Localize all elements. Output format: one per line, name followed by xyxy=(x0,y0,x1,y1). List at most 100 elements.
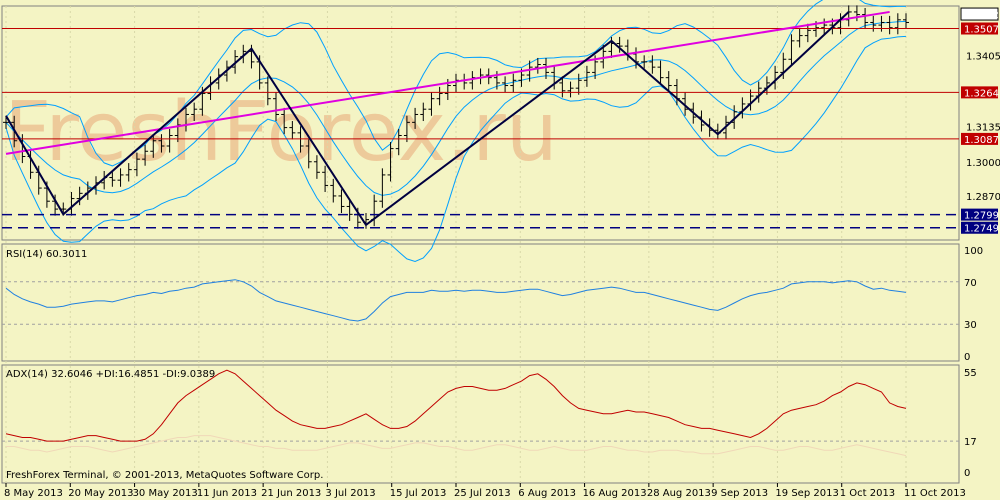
rsi-scale-label: 30 xyxy=(964,320,977,331)
ohlc-bar xyxy=(412,107,419,129)
price-tick-label: 1.2870 xyxy=(966,192,1000,203)
ohlc-bar xyxy=(665,71,672,93)
ohlc-bar xyxy=(657,60,664,85)
ohlc-bar xyxy=(166,128,173,153)
adx-scale-label: 17 xyxy=(964,437,977,448)
date-label: 11 Oct 2013 xyxy=(904,488,966,499)
ohlc-bar xyxy=(387,142,394,182)
date-label: 21 Jun 2013 xyxy=(261,488,321,499)
ohlc-bar xyxy=(117,168,124,187)
date-label: 6 Aug 2013 xyxy=(518,488,576,499)
ohlc-bar xyxy=(338,189,345,214)
ohlc-bar xyxy=(305,139,312,169)
ohlc-bar xyxy=(559,76,566,98)
price-tag-label: 1.2749 xyxy=(964,224,999,235)
date-label: 30 May 2013 xyxy=(133,488,198,499)
rsi-panel-frame xyxy=(1,243,960,362)
rsi-title: RSI(14) 60.3011 xyxy=(6,249,87,260)
ohlc-bar xyxy=(641,55,648,69)
ohlc-bar xyxy=(133,152,140,177)
ohlc-bar xyxy=(886,15,893,35)
di-series xyxy=(6,435,907,457)
ohlc-bar xyxy=(649,55,656,74)
ohlc-bar xyxy=(403,115,410,143)
rsi-scale-label: 100 xyxy=(964,246,983,257)
ohlc-bar xyxy=(788,34,795,66)
ohlc-bar xyxy=(853,5,860,22)
date-label: 20 May 2013 xyxy=(68,488,133,499)
date-label: 19 Sep 2013 xyxy=(775,488,838,499)
price-tag-label: 1.3264 xyxy=(964,88,999,99)
ohlc-bar xyxy=(379,168,386,208)
ohlc-bar xyxy=(125,163,132,182)
price-axis: 1.3405 1.3135 1.3000 1.2870 1.3562 1.3507 1.32… xyxy=(960,7,1000,235)
bollinger-lower xyxy=(5,35,907,263)
ohlc-bar xyxy=(281,107,288,135)
ohlc-bar xyxy=(330,178,337,203)
bollinger-middle xyxy=(5,20,907,196)
ohlc-bar xyxy=(903,13,909,30)
ohlc-bar xyxy=(273,92,279,122)
ohlc-bar xyxy=(322,165,329,192)
ohlc-bar xyxy=(346,199,353,221)
ohlc-bar xyxy=(894,13,901,35)
ohlc-bar xyxy=(796,29,803,48)
date-label: 9 Sep 2013 xyxy=(711,488,768,499)
ohlc-bar xyxy=(583,65,590,87)
date-label: 25 Jul 2013 xyxy=(454,488,511,499)
date-label: 8 May 2013 xyxy=(4,488,63,499)
adx-scale-label: 0 xyxy=(964,468,970,479)
ohlc-bar xyxy=(502,76,509,93)
ohlc-bar xyxy=(436,86,443,106)
price-tag-box xyxy=(961,132,998,145)
ohlc-bar xyxy=(264,76,271,106)
rsi-scale-label: 0 xyxy=(964,352,970,363)
ohlc-bar xyxy=(510,73,517,93)
adx-lines xyxy=(5,369,907,457)
rsi-scale-label: 70 xyxy=(964,278,977,289)
ohlc-bar xyxy=(526,60,533,82)
price-tag-label: 1.2799 xyxy=(964,211,999,222)
ohlc-bar xyxy=(76,186,83,206)
ohlc-bar xyxy=(567,81,574,98)
ohlc-bar xyxy=(428,92,435,116)
date-label: 1 Oct 2013 xyxy=(840,488,895,499)
watermark: FreshForex.ru xyxy=(4,85,558,180)
price-tick-label: 1.3135 xyxy=(966,122,1000,133)
date-label: 16 Aug 2013 xyxy=(583,488,647,499)
ohlc-bar xyxy=(150,134,157,158)
price-tag-label: 1.3087 xyxy=(964,135,999,146)
ohlc-bar xyxy=(297,126,304,153)
date-label: 15 Jul 2013 xyxy=(390,488,447,499)
date-label: 3 Jul 2013 xyxy=(325,488,375,499)
ohlc-bar xyxy=(616,36,623,53)
ohlc-bar xyxy=(575,73,582,95)
ohlc-bar xyxy=(534,57,541,74)
price-tag-box xyxy=(961,208,998,221)
ohlc-bar xyxy=(313,155,320,179)
date-label: 28 Aug 2013 xyxy=(647,488,711,499)
footer-copyright: FreshForex Terminal, © 2001-2013, MetaQu… xyxy=(6,470,323,481)
ohlc-bar xyxy=(600,44,607,69)
adx-axis: 55 17 0 xyxy=(964,368,977,479)
ohlc-bar xyxy=(191,102,198,122)
price-tag-label: 1.3507 xyxy=(964,25,999,36)
ohlc-bar xyxy=(682,92,689,116)
price-tag-box xyxy=(961,221,998,234)
ohlc-bar xyxy=(142,144,149,166)
ohlc-bar xyxy=(870,15,877,32)
date-axis: 8 May 2013 20 May 2013 30 May 2013 11 Jun 2… xyxy=(4,483,966,499)
ohlc-bar xyxy=(109,170,116,187)
ohlc-bar xyxy=(862,8,869,30)
trendline-group xyxy=(5,10,890,155)
adx-series xyxy=(5,369,907,442)
zigzag-line xyxy=(5,11,850,227)
price-tick-label: 1.3405 xyxy=(966,51,1000,62)
price-tag-box xyxy=(960,7,999,21)
zigzag-group xyxy=(5,11,850,227)
rsi-series xyxy=(5,279,907,322)
ohlc-bar xyxy=(158,134,165,153)
ohlc-bar xyxy=(804,23,811,43)
price-tag-box xyxy=(961,22,998,35)
